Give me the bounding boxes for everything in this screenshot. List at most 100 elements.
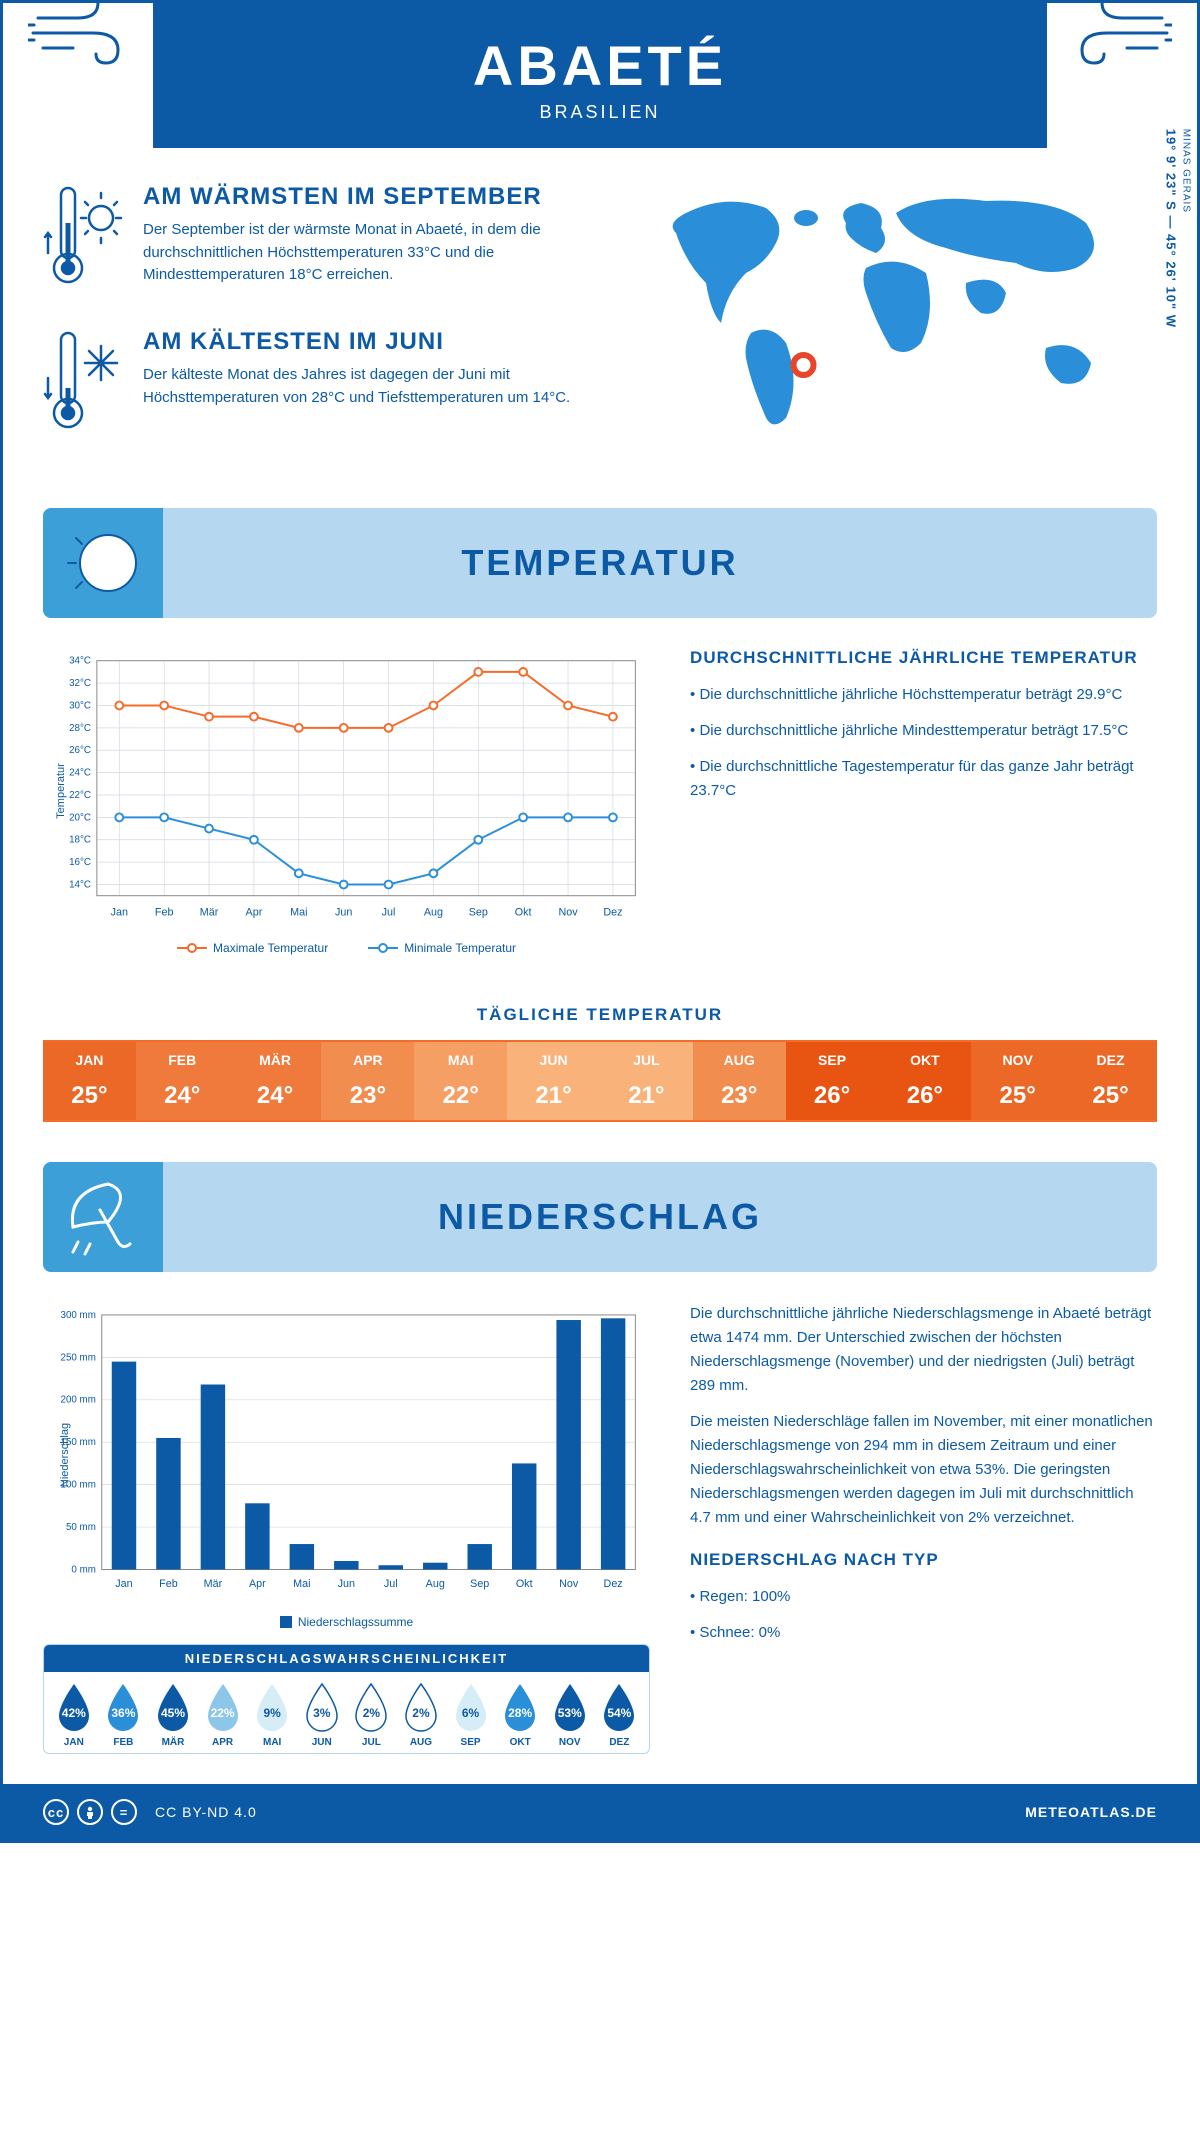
precip-type-bullets: Regen: 100%Schnee: 0%: [690, 1585, 1157, 1645]
daily-temp-cell: JAN25°: [43, 1042, 136, 1120]
precip-prob-cell: 53% NOV: [545, 1682, 595, 1748]
temp-info-bullet: Die durchschnittliche jährliche Mindestt…: [690, 719, 1157, 743]
daily-temp-cell: FEB24°: [136, 1042, 229, 1120]
license-text: CC BY-ND 4.0: [155, 1804, 257, 1820]
svg-text:50 mm: 50 mm: [66, 1522, 96, 1533]
svg-text:20°C: 20°C: [69, 812, 91, 823]
temp-legend: Maximale Temperatur Minimale Temperatur: [43, 941, 650, 955]
precip-prob-cell: 42% JAN: [49, 1682, 99, 1748]
precip-type-heading: NIEDERSCHLAG NACH TYP: [690, 1550, 1157, 1570]
precip-y-axis-label: Niederschlag: [59, 1422, 71, 1486]
cc-icon: cc: [43, 1799, 69, 1825]
temperature-banner: TEMPERATUR: [43, 508, 1157, 618]
daily-temp-cell: OKT26°: [878, 1042, 971, 1120]
temp-info-bullet: Die durchschnittliche Tagestemperatur fü…: [690, 755, 1157, 803]
sun-icon: [58, 518, 148, 608]
umbrella-icon: [58, 1172, 148, 1262]
svg-text:18°C: 18°C: [69, 835, 91, 846]
daily-temp-cell: SEP26°: [786, 1042, 879, 1120]
daily-temp-cell: JUN21°: [507, 1042, 600, 1120]
thermometer-hot-icon: [43, 183, 123, 293]
precip-paragraph-2: Die meisten Niederschläge fallen im Nove…: [690, 1410, 1157, 1530]
nd-icon: =: [111, 1799, 137, 1825]
precip-type-bullet: Schnee: 0%: [690, 1621, 1157, 1645]
svg-text:28°C: 28°C: [69, 723, 91, 734]
coordinates: MINAS GERAIS 19° 9' 23" S — 45° 26' 10" …: [1163, 129, 1191, 328]
world-map-icon: [615, 183, 1157, 443]
svg-text:250 mm: 250 mm: [61, 1352, 96, 1363]
svg-text:Apr: Apr: [246, 906, 263, 918]
svg-text:200 mm: 200 mm: [61, 1395, 96, 1406]
country-subtitle: BRASILIEN: [153, 102, 1047, 123]
precipitation-bar-chart: 0 mm50 mm100 mm150 mm200 mm250 mm300 mmJ…: [43, 1302, 650, 1602]
precipitation-banner: NIEDERSCHLAG: [43, 1162, 1157, 1272]
precipitation-heading: NIEDERSCHLAG: [438, 1196, 762, 1238]
svg-text:Jul: Jul: [384, 1578, 398, 1590]
wind-icon: [1052, 0, 1172, 78]
daily-temperature-strip: TÄGLICHE TEMPERATUR JAN25°FEB24°MÄR24°AP…: [43, 1005, 1157, 1122]
precip-legend: Niederschlagssumme: [43, 1615, 650, 1629]
svg-text:Sep: Sep: [470, 1578, 489, 1590]
coldest-text: Der kälteste Monat des Jahres ist dagege…: [143, 364, 585, 409]
daily-temp-cell: MÄR24°: [229, 1042, 322, 1120]
svg-text:Mai: Mai: [293, 1578, 310, 1590]
svg-text:Jul: Jul: [382, 906, 396, 918]
site-name: METEOATLAS.DE: [1025, 1804, 1157, 1820]
svg-text:Nov: Nov: [559, 1578, 579, 1590]
svg-text:Dez: Dez: [603, 906, 622, 918]
svg-text:Feb: Feb: [159, 1578, 178, 1590]
temp-y-axis-label: Temperatur: [55, 763, 67, 819]
svg-text:Nov: Nov: [558, 906, 578, 918]
coldest-fact: AM KÄLTESTEN IM JUNI Der kälteste Monat …: [43, 328, 585, 443]
daily-temp-cell: APR23°: [321, 1042, 414, 1120]
daily-temp-cell: JUL21°: [600, 1042, 693, 1120]
precip-prob-cell: 54% DEZ: [595, 1682, 645, 1748]
intro-section: AM WÄRMSTEN IM SEPTEMBER Der September i…: [3, 148, 1197, 508]
wind-icon: [28, 0, 148, 78]
daily-temp-cell: AUG23°: [693, 1042, 786, 1120]
coldest-title: AM KÄLTESTEN IM JUNI: [143, 328, 585, 356]
precip-prob-cell: 45% MÄR: [148, 1682, 198, 1748]
city-title: ABAETÉ: [153, 33, 1047, 98]
thermometer-cold-icon: [43, 328, 123, 438]
svg-text:Jan: Jan: [111, 906, 128, 918]
precip-prob-cell: 6% SEP: [446, 1682, 496, 1748]
svg-text:Aug: Aug: [426, 1578, 445, 1590]
precip-prob-cell: 9% MAI: [247, 1682, 297, 1748]
svg-text:22°C: 22°C: [69, 790, 91, 801]
temperature-line-chart: 14°C16°C18°C20°C22°C24°C26°C28°C30°C32°C…: [43, 648, 650, 928]
precip-paragraph-1: Die durchschnittliche jährliche Niedersc…: [690, 1302, 1157, 1398]
svg-text:14°C: 14°C: [69, 879, 91, 890]
temp-info-bullet: Die durchschnittliche jährliche Höchstte…: [690, 683, 1157, 707]
temperature-heading: TEMPERATUR: [461, 542, 738, 584]
precip-prob-cell: 2% AUG: [396, 1682, 446, 1748]
svg-text:Sep: Sep: [469, 906, 488, 918]
warmest-text: Der September ist der wärmste Monat in A…: [143, 219, 585, 287]
svg-text:Apr: Apr: [249, 1578, 266, 1590]
svg-text:16°C: 16°C: [69, 857, 91, 868]
by-icon: [77, 1799, 103, 1825]
svg-text:0 mm: 0 mm: [71, 1564, 95, 1575]
svg-text:34°C: 34°C: [69, 656, 91, 667]
svg-text:Mär: Mär: [204, 1578, 223, 1590]
svg-text:Okt: Okt: [515, 906, 532, 918]
svg-text:Aug: Aug: [424, 906, 443, 918]
svg-text:Jun: Jun: [338, 1578, 355, 1590]
svg-text:Mär: Mär: [200, 906, 219, 918]
svg-text:Mai: Mai: [290, 906, 307, 918]
precip-prob-cell: 28% OKT: [495, 1682, 545, 1748]
svg-text:Jan: Jan: [115, 1578, 132, 1590]
header: ABAETÉ BRASILIEN: [153, 3, 1047, 148]
warmest-fact: AM WÄRMSTEN IM SEPTEMBER Der September i…: [43, 183, 585, 298]
daily-temp-cell: MAI22°: [414, 1042, 507, 1120]
svg-text:Dez: Dez: [604, 1578, 623, 1590]
precip-prob-cell: 36% FEB: [99, 1682, 149, 1748]
daily-temp-cell: DEZ25°: [1064, 1042, 1157, 1120]
temperature-chart-row: Temperatur 14°C16°C18°C20°C22°C24°C26°C2…: [3, 618, 1197, 985]
footer: cc = CC BY-ND 4.0 METEOATLAS.DE: [3, 1784, 1197, 1840]
svg-text:26°C: 26°C: [69, 745, 91, 756]
page-frame: ABAETÉ BRASILIEN: [0, 0, 1200, 1843]
precipitation-probability-panel: NIEDERSCHLAGSWAHRSCHEINLICHKEIT 42% JAN …: [43, 1644, 650, 1754]
temp-info-heading: DURCHSCHNITTLICHE JÄHRLICHE TEMPERATUR: [690, 648, 1157, 668]
temp-info-bullets: Die durchschnittliche jährliche Höchstte…: [690, 683, 1157, 803]
